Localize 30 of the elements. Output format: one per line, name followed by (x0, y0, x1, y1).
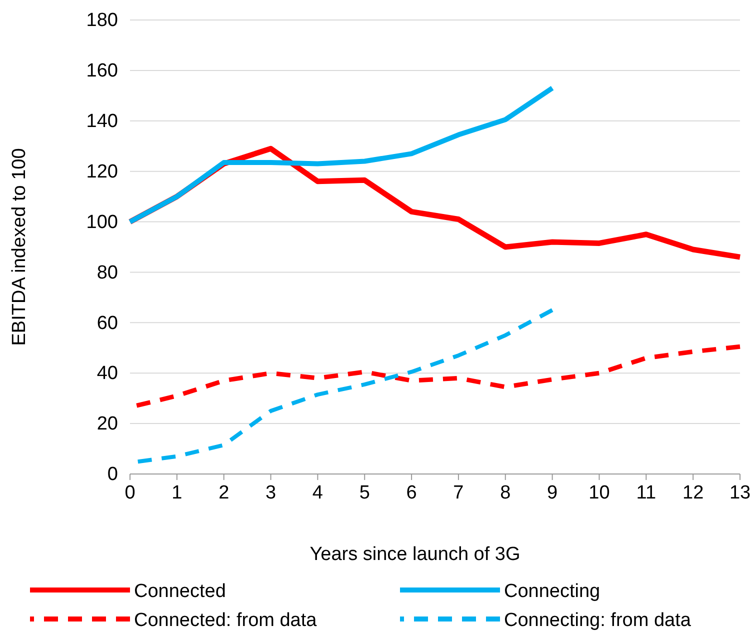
x-tick-label: 10 (588, 482, 610, 504)
y-tick-label: 140 (86, 110, 118, 132)
x-tick-label: 0 (124, 482, 136, 504)
y-tick-label: 20 (96, 414, 118, 435)
x-axis-title: Years since launch of 3G (310, 544, 520, 565)
y-tick-label: 0 (107, 464, 118, 486)
y-tick-label: 100 (86, 212, 118, 233)
x-tick-label: 3 (265, 482, 276, 504)
legend-label: Connecting: from data (504, 610, 692, 631)
legend-label: Connected: from data (134, 610, 318, 631)
y-tick-label: 60 (96, 312, 118, 334)
x-tick-label: 2 (218, 482, 230, 504)
y-tick-label: 120 (86, 161, 118, 182)
legend-label: Connecting (504, 581, 600, 602)
x-tick-label: 9 (547, 482, 558, 504)
y-tick-label: 180 (86, 10, 118, 32)
x-tick-label: 13 (729, 482, 751, 504)
x-tick-label: 4 (312, 482, 324, 504)
y-tick-label: 160 (86, 60, 118, 82)
x-tick-label: 8 (500, 482, 511, 504)
y-tick-label: 40 (96, 363, 118, 384)
y-axis-title: EBITDA indexed to 100 (9, 148, 30, 346)
x-tick-label: 11 (636, 482, 656, 504)
x-tick-label: 6 (406, 482, 417, 504)
x-tick-label: 7 (453, 482, 464, 504)
legend-label: Connected (134, 581, 226, 602)
x-tick-label: 5 (359, 482, 370, 504)
y-tick-label: 80 (96, 262, 118, 284)
x-tick-label: 1 (172, 482, 182, 504)
x-tick-label: 12 (682, 482, 704, 504)
